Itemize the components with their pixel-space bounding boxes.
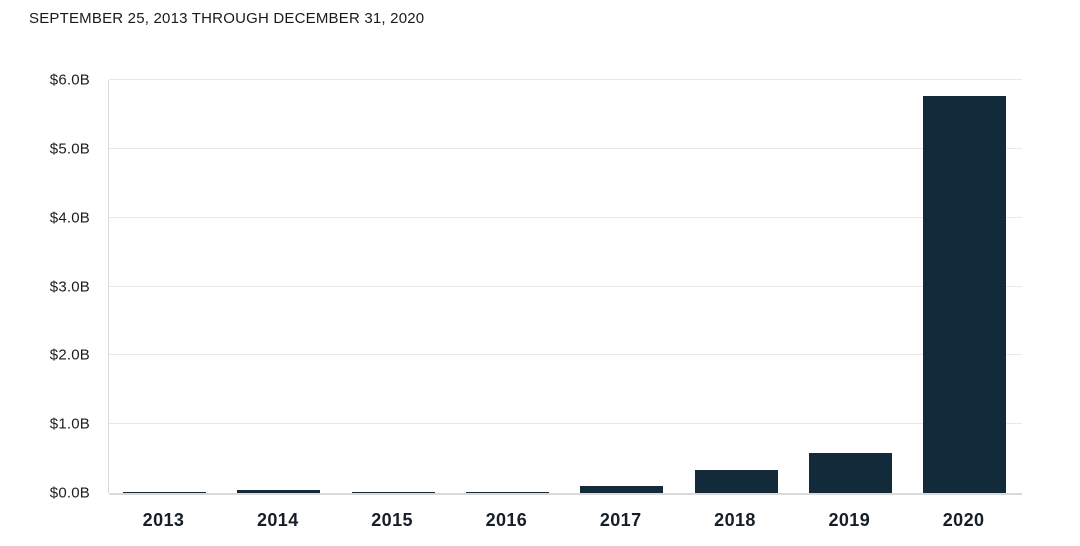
y-tick-label: $2.0B (49, 346, 90, 364)
chart-title: FIGURE 3: GRAYSCALE ANNUAL INFLOWS SINCE… (29, 0, 496, 4)
bar-2019 (808, 453, 892, 493)
gridline (109, 147, 1022, 149)
x-tick-label-2020: 2020 (942, 510, 985, 530)
bar-2020 (923, 95, 1007, 493)
x-tick-label-2018: 2018 (714, 510, 756, 530)
gridline (109, 216, 1022, 218)
y-tick-label: $0.0B (49, 484, 90, 502)
y-tick-label: $3.0B (49, 278, 90, 295)
bar-2015 (351, 491, 435, 493)
y-tick-label: $5.0B (49, 140, 90, 158)
y-tick-label: $6.0B (49, 71, 90, 89)
gridline (109, 354, 1022, 356)
x-tick-label-2014: 2014 (256, 510, 299, 530)
gridline (109, 79, 1022, 80)
gridline (109, 285, 1022, 287)
bar-2017 (580, 486, 664, 493)
plot-area (108, 79, 1022, 495)
x-tick-label-2016: 2016 (485, 510, 528, 530)
x-tick-label-2019: 2019 (828, 510, 871, 530)
y-axis: $0.0B $1.0B $2.0B $3.0B $4.0B $5.0B $6.0B (0, 72, 90, 502)
x-tick-label-2015: 2015 (371, 510, 413, 530)
x-tick-label-2013: 2013 (142, 510, 185, 530)
x-axis-baseline (109, 493, 1022, 495)
bar-2016 (465, 491, 549, 493)
y-tick-label: $4.0B (49, 209, 90, 227)
gridline (109, 423, 1022, 425)
y-tick-label: $1.0B (49, 415, 90, 433)
chart-subtitle: SEPTEMBER 25, 2013 THROUGH DECEMBER 31, … (29, 10, 425, 27)
bar-2014 (237, 490, 321, 493)
bar-2013 (123, 491, 206, 493)
x-tick-label-2017: 2017 (599, 510, 642, 530)
bar-2018 (694, 470, 778, 493)
